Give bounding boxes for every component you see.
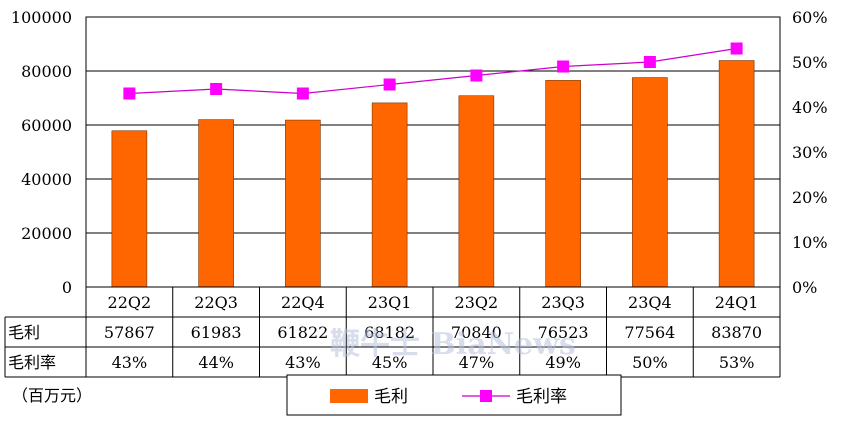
legend-swatch-gross-profit [330, 389, 368, 403]
y-right-tick-label: 40% [792, 98, 828, 117]
bar-24Q1 [718, 60, 755, 288]
unit-label: （百万元） [12, 386, 92, 405]
axes: 0 20000 40000 60000 80000 100000 0% 10% 20% 30% 40… [11, 8, 828, 297]
x-tick-label: 23Q2 [455, 293, 499, 312]
line-series [123, 42, 743, 100]
y-left-tick-label: 100000 [11, 8, 72, 27]
legend-label-margin: 毛利率 [516, 387, 567, 407]
y-right-tick-label: 0% [792, 278, 817, 297]
bar-22Q3 [198, 119, 234, 288]
table-cell: 49% [545, 353, 581, 372]
rate-marker-23Q2 [470, 69, 483, 82]
x-tick-label: 22Q3 [194, 293, 238, 312]
table-cell: 43% [112, 353, 148, 372]
y-left-tick-label: 80000 [21, 62, 72, 81]
x-tick-label: 23Q3 [541, 293, 585, 312]
rate-line [129, 47, 737, 95]
bar-series [111, 60, 755, 288]
bar-23Q1 [371, 102, 408, 288]
x-tick-label: 23Q4 [628, 293, 672, 312]
legend-marker-margin [480, 390, 492, 402]
legend: 毛利 毛利率 [286, 374, 622, 416]
table-cell: 61983 [191, 323, 242, 342]
rate-marker-23Q3 [557, 60, 570, 73]
x-tick-label: 22Q4 [281, 293, 325, 312]
bar-23Q4 [632, 77, 668, 288]
table-cell: 68182 [364, 323, 415, 342]
table-cell: 43% [285, 353, 321, 372]
gridlines [86, 16, 780, 234]
rate-marker-24Q1 [730, 42, 743, 55]
table-cell: 70840 [451, 323, 502, 342]
table-cell: 61822 [277, 323, 328, 342]
y-right-tick-label: 10% [792, 233, 828, 252]
rate-marker-23Q1 [383, 78, 396, 91]
rate-marker-22Q3 [210, 83, 223, 95]
y-right-tick-label: 60% [792, 8, 828, 27]
y-left-tick-label: 60000 [21, 116, 72, 135]
table-cell: 53% [719, 353, 755, 372]
table-cell: 47% [459, 353, 495, 372]
data-table: 22Q2 22Q3 22Q4 23Q1 23Q2 23Q3 23Q4 24Q1 毛利 57867 6… [4, 287, 781, 378]
y-right-tick-label: 50% [792, 53, 828, 72]
bar-23Q3 [545, 80, 581, 288]
rate-marker-22Q2 [123, 87, 136, 100]
bar-23Q2 [458, 95, 495, 288]
rate-marker-22Q4 [296, 87, 309, 100]
table-cell: 83870 [711, 323, 762, 342]
table-cell: 57867 [104, 323, 155, 342]
table-cell: 76523 [538, 323, 589, 342]
bar-22Q4 [285, 119, 321, 288]
table-row-label: 毛利率 [8, 353, 56, 372]
x-tick-label: 23Q1 [368, 293, 412, 312]
bar-22Q2 [111, 130, 148, 288]
x-tick-label: 24Q1 [715, 293, 759, 312]
watermark: 鞭牛士 BiaNews [330, 327, 576, 362]
table-row-label: 毛利 [8, 323, 40, 342]
y-left-tick-label: 20000 [21, 224, 72, 243]
y-left-tick-label: 0 [62, 278, 72, 297]
table-cell: 50% [632, 353, 668, 372]
y-right-tick-label: 20% [792, 188, 828, 207]
table-cell: 44% [198, 353, 234, 372]
x-tick-label: 22Q2 [108, 293, 152, 312]
y-right-tick-label: 30% [792, 143, 828, 162]
rate-marker-23Q4 [643, 56, 656, 68]
y-left-tick-label: 40000 [21, 170, 72, 189]
table-cell: 45% [372, 353, 408, 372]
table-cell: 77564 [624, 323, 675, 342]
legend-label-gross-profit: 毛利 [374, 387, 408, 407]
